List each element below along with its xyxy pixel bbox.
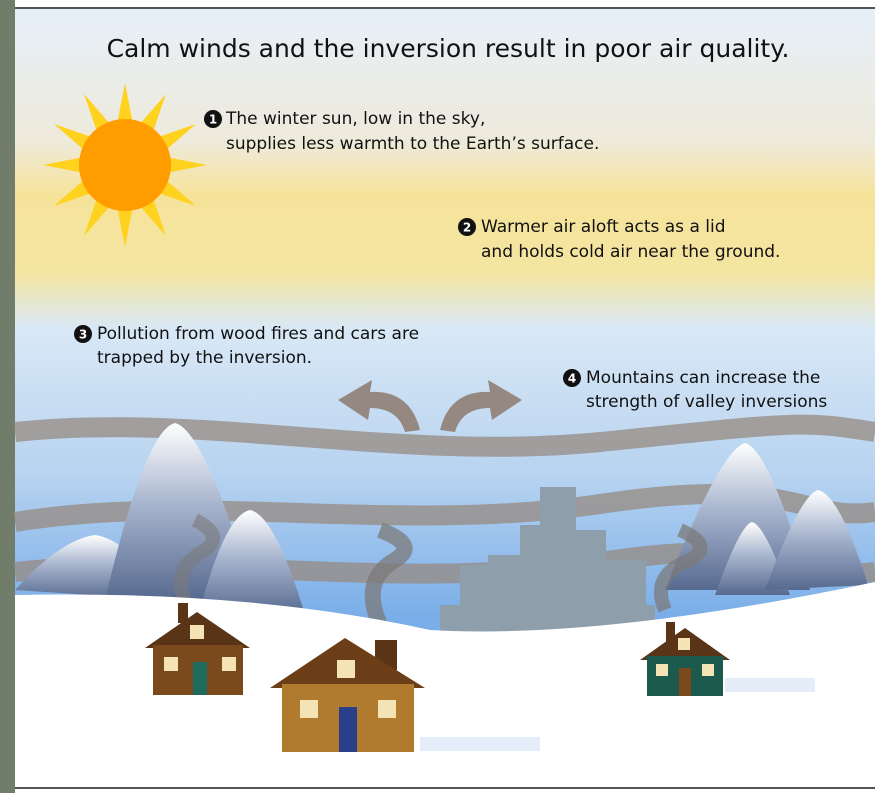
window	[378, 700, 396, 718]
door	[339, 707, 357, 752]
callout-text: supplies less warmth to the Earth’s surf…	[226, 134, 599, 154]
callout-text: trapped by the inversion.	[97, 348, 312, 368]
callout-number: 4	[568, 372, 576, 386]
window	[656, 664, 668, 676]
window	[222, 657, 236, 671]
callout-text: strength of valley inversions	[586, 392, 827, 412]
sun-disc	[79, 119, 171, 211]
inversion-diagram: Calm winds and the inversion result in p…	[0, 0, 875, 793]
photo-edge	[0, 0, 15, 793]
window	[164, 657, 178, 671]
callout-text: and holds cold air near the ground.	[481, 242, 780, 262]
callout-text: Warmer air aloft acts as a lid	[481, 217, 726, 237]
callout-number: 1	[209, 113, 217, 127]
title: Calm winds and the inversion result in p…	[107, 34, 790, 63]
window	[678, 638, 690, 650]
window	[337, 660, 355, 678]
callout-number: 2	[463, 221, 471, 235]
door	[679, 668, 691, 696]
callout-text: Mountains can increase the	[586, 368, 820, 388]
door	[193, 662, 207, 695]
callout-number: 3	[79, 328, 87, 342]
window	[702, 664, 714, 676]
snow-shadow	[420, 737, 540, 751]
window	[300, 700, 318, 718]
callout-text: Pollution from wood fires and cars are	[97, 324, 419, 344]
callout-text: The winter sun, low in the sky,	[225, 109, 485, 129]
snow-shadow	[725, 678, 815, 692]
window	[190, 625, 204, 639]
